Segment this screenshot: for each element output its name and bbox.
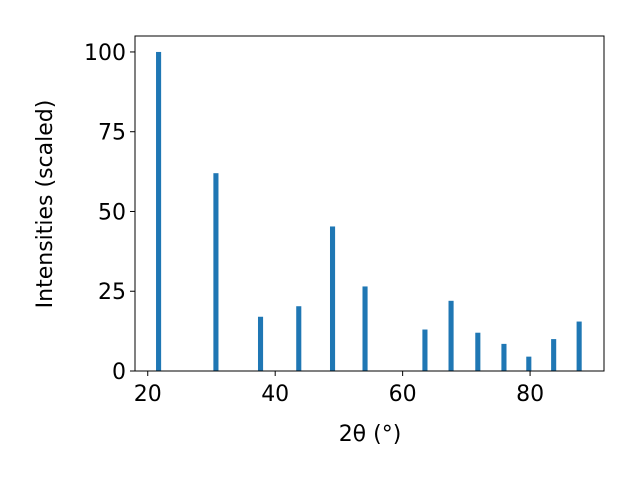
- bar: [526, 356, 532, 371]
- bar: [448, 300, 454, 371]
- y-tick-label: 50: [98, 200, 126, 225]
- y-axis-label: Intensities (scaled): [33, 100, 58, 309]
- y-tick-label: 25: [98, 280, 126, 305]
- y-tick-label: 75: [98, 121, 126, 146]
- bar: [296, 306, 302, 371]
- bar: [213, 173, 219, 371]
- bar: [576, 321, 582, 371]
- bar: [501, 343, 507, 371]
- y-tick-label: 100: [84, 41, 126, 66]
- bar: [422, 329, 428, 371]
- y-tick-label: 0: [112, 360, 126, 385]
- x-tick-label: 80: [516, 382, 544, 407]
- plot-frame: [134, 35, 605, 372]
- bar: [551, 339, 557, 371]
- bar: [362, 286, 368, 371]
- bar: [329, 226, 336, 371]
- bar: [257, 316, 264, 371]
- x-tick-label: 60: [389, 382, 417, 407]
- bar: [156, 51, 162, 371]
- bar: [475, 332, 481, 371]
- x-tick-label: 20: [134, 382, 162, 407]
- x-tick-label: 40: [261, 382, 289, 407]
- x-axis-label: 2θ (°): [339, 422, 402, 447]
